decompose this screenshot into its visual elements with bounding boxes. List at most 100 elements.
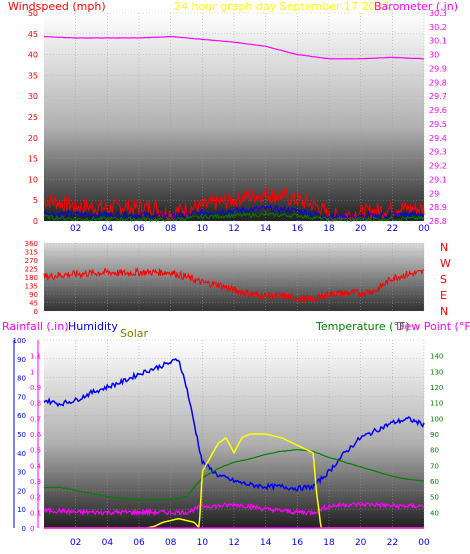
temperature-tick-label: 60 bbox=[430, 478, 439, 486]
x-tick-label: 04 bbox=[102, 538, 114, 548]
wind-tick-label: 30 bbox=[28, 92, 38, 101]
humidity-axis-title: Humidity bbox=[68, 320, 118, 333]
humidity-tick-label: 60 bbox=[17, 412, 26, 420]
direction-tick-label: 45 bbox=[29, 300, 38, 308]
x-tick-label: 18 bbox=[323, 538, 335, 548]
x-tick-label: 02 bbox=[70, 538, 81, 548]
x-tick-label: 16 bbox=[292, 224, 304, 234]
wind-tick-label: 20 bbox=[28, 134, 38, 143]
wind-tick-label: 45 bbox=[28, 30, 38, 39]
barometer-tick-label: 29.3 bbox=[429, 148, 447, 157]
wind-axis-title: Windspeed (mph) bbox=[8, 0, 106, 13]
direction-tick-label: 180 bbox=[25, 274, 38, 282]
barometer-tick-label: 29.4 bbox=[429, 134, 447, 143]
barometer-tick-label: 29 bbox=[429, 189, 439, 198]
wind-low-line bbox=[43, 211, 425, 223]
wind-tick-label: 10 bbox=[28, 175, 38, 184]
temperature-tick-label: 50 bbox=[430, 494, 439, 502]
temperature-tick-label: 140 bbox=[430, 353, 443, 361]
rain-tick-label: 0.7 bbox=[30, 415, 41, 423]
barometer-line bbox=[44, 35, 425, 60]
temperature-axis-title: Temperature (°F) bbox=[315, 320, 410, 333]
direction-tick-label: 135 bbox=[25, 283, 38, 291]
temperature-tick-label: 110 bbox=[430, 400, 443, 408]
direction-tick-label: 315 bbox=[25, 249, 38, 257]
temperature-tick-label: 90 bbox=[430, 431, 439, 439]
x-tick-label: 02 bbox=[70, 224, 81, 234]
humidity-tick-label: 70 bbox=[17, 393, 26, 401]
barometer-tick-label: 29.7 bbox=[429, 92, 447, 101]
barometer-tick-label: 29.9 bbox=[429, 64, 447, 73]
direction-tick-label: 360 bbox=[25, 240, 38, 248]
compass-label: N bbox=[440, 241, 448, 254]
rain-tick-label: 0 bbox=[30, 525, 34, 533]
x-tick-label: 00 bbox=[418, 538, 430, 548]
rain-tick-label: 0.1 bbox=[30, 509, 41, 517]
wind-tick-label: 50 bbox=[28, 9, 38, 18]
x-tick-label: 22 bbox=[387, 538, 398, 548]
humidity-tick-label: 0 bbox=[22, 525, 26, 533]
wind-tick-label: 5 bbox=[33, 196, 38, 205]
rain-tick-label: 0.5 bbox=[30, 447, 41, 455]
x-tick-label: 14 bbox=[260, 224, 272, 234]
x-tick-label: 18 bbox=[323, 224, 335, 234]
wind-direction-line bbox=[43, 266, 425, 304]
compass-label: E bbox=[440, 289, 447, 302]
direction-tick-label: 270 bbox=[25, 257, 38, 265]
barometer-tick-label: 30.1 bbox=[429, 37, 447, 46]
x-tick-label: 06 bbox=[133, 538, 145, 548]
humidity-tick-label: 20 bbox=[17, 487, 26, 495]
barometer-tick-label: 29.2 bbox=[429, 162, 447, 171]
x-tick-label: 12 bbox=[228, 224, 239, 234]
humidity-tick-label: 40 bbox=[17, 450, 26, 458]
x-tick-label: 08 bbox=[165, 538, 177, 548]
humidity-tick-label: 30 bbox=[17, 469, 26, 477]
temperature-line bbox=[43, 449, 424, 501]
temperature-tick-label: 70 bbox=[430, 462, 439, 470]
compass-label: N bbox=[440, 305, 448, 318]
dewpoint-axis-title: Dew Point (°F) bbox=[396, 320, 470, 333]
x-tick-label: 14 bbox=[260, 538, 272, 548]
rain-axis-title: Rainfall (.in) bbox=[2, 320, 69, 333]
dewpoint-line bbox=[43, 500, 425, 517]
barometer-tick-label: 28.9 bbox=[429, 203, 447, 212]
chart-title: 24 hour graph day September 17 2023 bbox=[174, 0, 389, 13]
wind-gust-line bbox=[43, 187, 425, 222]
humidity-tick-label: 10 bbox=[17, 506, 26, 514]
x-tick-label: 10 bbox=[197, 538, 209, 548]
temperature-tick-label: 80 bbox=[430, 447, 439, 455]
rain-tick-label: 0.3 bbox=[30, 478, 41, 486]
temperature-tick-label: 130 bbox=[430, 368, 443, 376]
wind-avg-line bbox=[43, 204, 425, 221]
barometer-tick-label: 30 bbox=[429, 51, 439, 60]
x-tick-label: 04 bbox=[102, 224, 114, 234]
humidity-tick-label: 50 bbox=[17, 431, 26, 439]
barometer-tick-label: 29.8 bbox=[429, 78, 447, 87]
compass-label: S bbox=[440, 273, 447, 286]
rain-tick-label: 0.6 bbox=[30, 431, 42, 439]
compass-label: W bbox=[440, 257, 451, 270]
wind-tick-label: 25 bbox=[28, 113, 38, 122]
direction-tick-label: 90 bbox=[29, 291, 38, 299]
barometer-tick-label: 29.5 bbox=[429, 120, 447, 129]
x-tick-label: 08 bbox=[165, 224, 177, 234]
rain-tick-label: 0.4 bbox=[30, 462, 42, 470]
x-tick-label: 00 bbox=[418, 224, 430, 234]
x-tick-label: 10 bbox=[197, 224, 209, 234]
humidity-tick-label: 90 bbox=[17, 356, 26, 364]
wind-tick-label: 40 bbox=[28, 51, 38, 60]
barometer-tick-label: 28.8 bbox=[429, 217, 447, 226]
temperature-tick-label: 100 bbox=[430, 415, 443, 423]
rain-tick-label: 0.2 bbox=[30, 494, 41, 502]
temperature-tick-label: 40 bbox=[430, 509, 439, 517]
humidity-tick-label: 80 bbox=[17, 375, 26, 383]
x-tick-label: 20 bbox=[355, 224, 367, 234]
humidity-tick-label: 100 bbox=[13, 337, 26, 345]
barometer-tick-label: 30.2 bbox=[429, 23, 447, 32]
direction-tick-label: 0 bbox=[34, 308, 38, 316]
x-tick-label: 20 bbox=[355, 538, 367, 548]
temperature-tick-label: 120 bbox=[430, 384, 443, 392]
rain-tick-label: 1.1 bbox=[30, 353, 41, 361]
